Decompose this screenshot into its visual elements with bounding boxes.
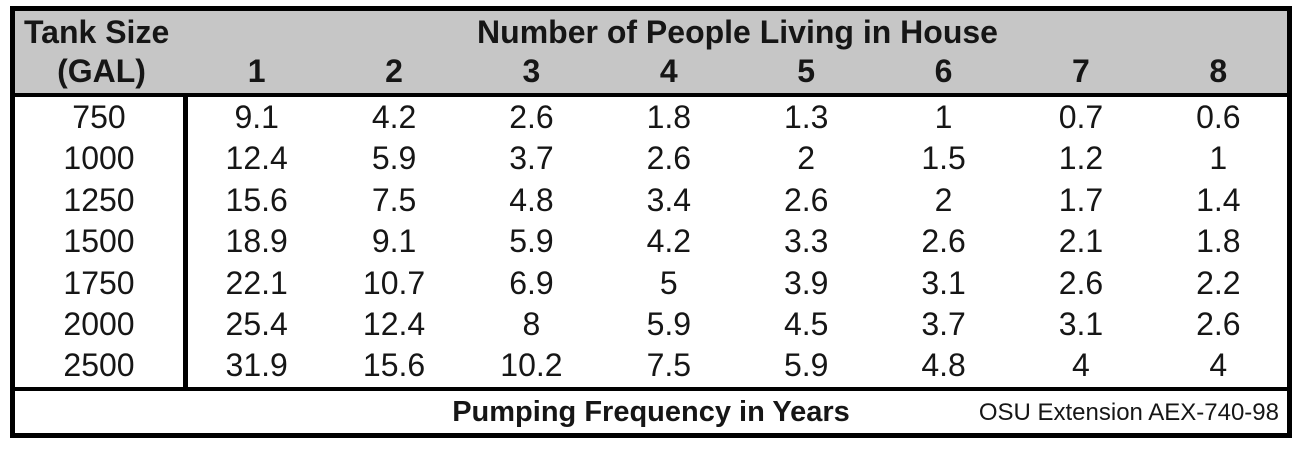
frequency-cell: 12.4	[362, 305, 426, 342]
frequency-cell: 3.7	[509, 140, 554, 177]
frequency-cell: 10.7	[362, 264, 426, 301]
frequency-cell: 15.6	[362, 347, 426, 384]
frequency-cell: 4.5	[783, 305, 829, 342]
column-header-1: 1	[247, 53, 266, 89]
column-group-title: Number of People Living in House	[477, 13, 998, 50]
column-header-6: 6	[934, 53, 953, 89]
column-header-2: 2	[385, 53, 403, 89]
frequency-cell: 2.6	[783, 181, 829, 218]
frequency-cell: 1	[1209, 140, 1228, 177]
frequency-cell: 3.9	[783, 264, 829, 301]
source-citation: OSU Extension AEX-740-98	[978, 398, 1279, 426]
table-caption: Pumping Frequency in Years	[452, 395, 850, 428]
frequency-cell: 7.5	[646, 347, 692, 384]
pumping-frequency-table: Tank Size Number of People Living in Hou…	[10, 6, 1292, 438]
frequency-cell: 1.4	[1196, 181, 1241, 218]
tank-size-cell: 1750	[15, 262, 188, 304]
frequency-cell: 4.8	[509, 181, 554, 218]
table-header: Tank Size Number of People Living in Hou…	[15, 11, 1287, 97]
tank-size-cell: 2000	[15, 303, 188, 346]
frequency-cell: 6.9	[509, 264, 554, 301]
frequency-cell: 10.2	[500, 347, 563, 384]
frequency-cell: 9.1	[371, 223, 417, 260]
frequency-cell: 9.1	[234, 99, 279, 135]
frequency-cell: 18.9	[225, 223, 288, 260]
frequency-cell: 2	[934, 181, 953, 218]
frequency-cell: 1.3	[783, 99, 829, 135]
frequency-cell: 1.2	[1058, 140, 1104, 177]
frequency-cell: 1.8	[646, 99, 692, 135]
frequency-cell: 1.5	[921, 140, 966, 177]
frequency-cell: 3.7	[921, 305, 966, 342]
tank-size-cell: 750	[15, 97, 188, 139]
frequency-cell: 2.6	[509, 99, 554, 135]
column-header-3: 3	[522, 53, 541, 89]
frequency-cell: 0.6	[1196, 99, 1241, 135]
frequency-cell: 5.9	[783, 347, 829, 384]
frequency-cell: 25.4	[225, 305, 288, 342]
row-axis-label-line1: Tank Size	[24, 13, 170, 50]
frequency-cell: 2	[797, 140, 816, 177]
tank-size-cell: 1000	[15, 138, 188, 180]
frequency-cell: 3.4	[646, 181, 692, 218]
frequency-cell: 31.9	[225, 347, 288, 384]
frequency-cell: 5.9	[371, 140, 417, 177]
frequency-cell: 12.4	[225, 140, 288, 177]
frequency-cell: 3.1	[921, 264, 966, 301]
frequency-cell: 0.7	[1058, 99, 1104, 135]
frequency-cell: 4.2	[371, 99, 417, 135]
column-header-5: 5	[797, 53, 816, 89]
frequency-cell: 2.2	[1196, 264, 1241, 301]
tank-size-cell: 1250	[15, 179, 188, 222]
frequency-cell: 3.3	[783, 223, 829, 260]
frequency-cell: 4.2	[646, 223, 692, 260]
column-header-8: 8	[1209, 53, 1228, 89]
frequency-cell: 22.1	[225, 264, 288, 301]
frequency-cell: 5	[659, 264, 678, 301]
frequency-cell: 2.6	[646, 140, 692, 177]
tank-size-cell: 2500	[15, 345, 188, 387]
frequency-cell: 7.5	[371, 181, 417, 218]
frequency-cell: 3.1	[1058, 305, 1104, 342]
frequency-cell: 2.6	[1196, 305, 1241, 342]
frequency-cell: 2.6	[921, 223, 966, 260]
frequency-cell: 1	[934, 99, 953, 135]
frequency-cell: 8	[522, 305, 541, 342]
frequency-cell: 4	[1209, 347, 1228, 384]
table-footer: Pumping Frequency in Years OSU Extension…	[15, 386, 1287, 433]
frequency-cell: 5.9	[509, 223, 554, 260]
row-axis-label-line2: (GAL)	[57, 53, 146, 89]
frequency-cell: 2.6	[1058, 264, 1104, 301]
frequency-cell: 4	[1072, 347, 1090, 384]
frequency-cell: 5.9	[646, 305, 692, 342]
frequency-cell: 2.1	[1058, 223, 1104, 260]
frequency-cell: 15.6	[225, 181, 288, 218]
tank-size-cell: 1500	[15, 221, 188, 263]
column-header-7: 7	[1072, 53, 1090, 89]
frequency-cell: 1.8	[1196, 223, 1241, 260]
column-header-4: 4	[659, 53, 678, 89]
frequency-cell: 4.8	[921, 347, 966, 384]
frequency-cell: 1.7	[1058, 181, 1104, 218]
table-body: 750 9.1 4.2 2.6 1.8 1.3 1 0.7 0.6 1000 1…	[15, 97, 1287, 387]
